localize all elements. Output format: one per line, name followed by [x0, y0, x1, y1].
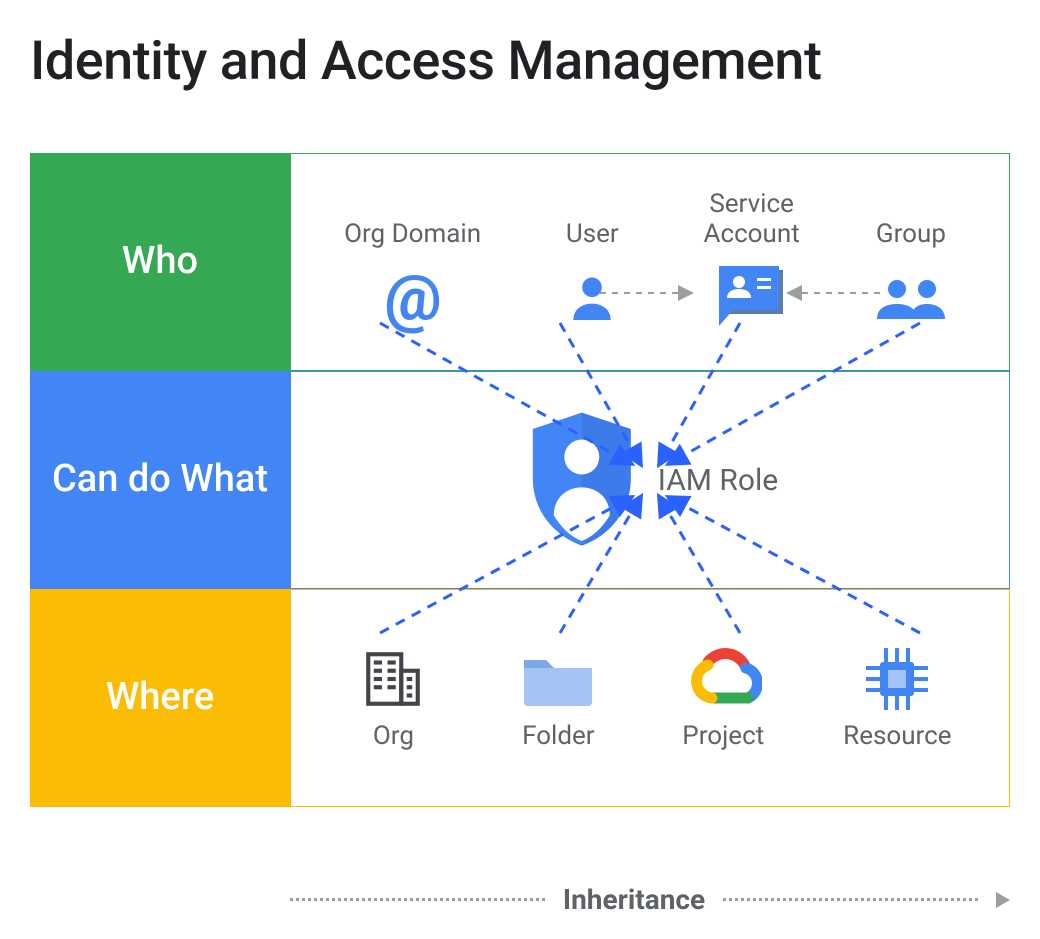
row-who: Who @ Org Domain User [30, 153, 1010, 371]
row-where-label: Where [30, 589, 290, 807]
item-label: Resource [843, 722, 951, 752]
chip-icon [852, 644, 942, 714]
item-label: Folder [522, 722, 595, 752]
item-org-domain: @ Org Domain [344, 190, 481, 334]
item-label: Group [876, 190, 946, 250]
inheritance-label: Inheritance [563, 883, 705, 916]
item-folder: Folder [513, 644, 603, 752]
row-where: Where Org [30, 589, 1010, 807]
item-label: User [566, 190, 619, 250]
item-user: User [547, 190, 637, 334]
gcp-cloud-icon [678, 644, 768, 714]
triangle-right-icon [996, 892, 1010, 908]
at-sign-icon: @ [368, 264, 458, 334]
row-who-content: @ Org Domain User [290, 153, 1010, 371]
iam-role: IAM Role [522, 408, 778, 552]
item-project: Project [678, 644, 768, 752]
item-label: Project [682, 722, 764, 752]
user-icon [547, 264, 637, 334]
item-service-account: Service Account [704, 190, 800, 334]
row-what-label: Can do What [30, 371, 290, 589]
item-label: Service Account [704, 190, 800, 250]
item-label: Org [373, 722, 414, 752]
iam-role-label: IAM Role [658, 463, 778, 498]
dotted-line-left [290, 898, 545, 901]
page-title: Identity and Access Management [30, 30, 1010, 93]
item-group: Group [866, 190, 956, 334]
building-icon [348, 644, 438, 714]
svg-text:@: @ [384, 264, 442, 334]
iam-diagram: Who @ Org Domain User [30, 153, 1010, 853]
item-org: Org [348, 644, 438, 752]
shield-user-icon [522, 408, 642, 552]
inheritance-arrow: Inheritance [290, 883, 1010, 916]
dotted-line-right [723, 898, 978, 901]
row-what-content: IAM Role [290, 371, 1010, 589]
row-who-label: Who [30, 153, 290, 371]
service-account-icon [707, 264, 797, 334]
item-label: Org Domain [344, 190, 481, 250]
folder-icon [513, 644, 603, 714]
row-where-content: Org Folder [290, 589, 1010, 807]
group-icon [866, 264, 956, 334]
row-what: Can do What IAM Role [30, 371, 1010, 589]
item-resource: Resource [843, 644, 951, 752]
